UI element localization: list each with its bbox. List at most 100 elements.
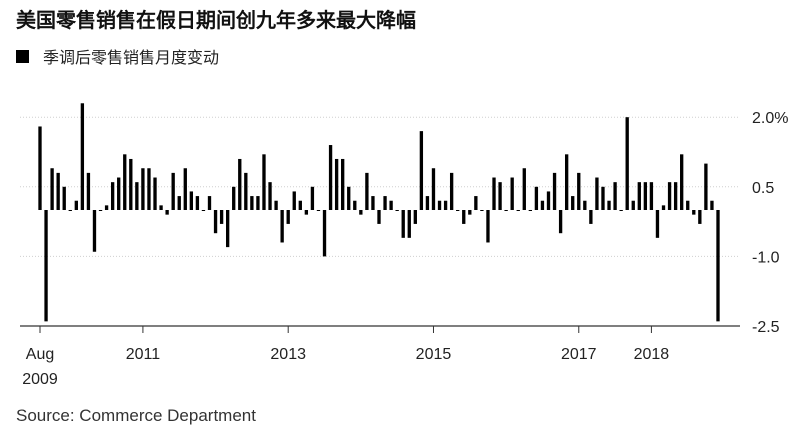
bar <box>129 158 133 210</box>
bar <box>383 196 387 210</box>
bar <box>274 200 278 210</box>
x-tick-sublabel: 2009 <box>22 371 58 388</box>
bar <box>250 196 254 210</box>
bar <box>328 145 333 210</box>
bar <box>256 196 260 210</box>
bar <box>117 177 121 210</box>
bar <box>147 168 151 210</box>
bar <box>86 172 91 210</box>
bar <box>225 210 230 248</box>
bar <box>419 131 424 210</box>
bar <box>431 168 436 210</box>
bar <box>389 200 393 210</box>
bar <box>552 172 557 210</box>
bar <box>534 186 539 210</box>
bar <box>462 210 466 224</box>
bar <box>449 172 454 210</box>
bar <box>456 210 460 211</box>
bar <box>437 200 442 210</box>
bar <box>680 154 684 210</box>
bar <box>425 196 430 210</box>
bar <box>558 210 563 234</box>
bar <box>341 158 345 210</box>
bar <box>334 158 339 210</box>
bar <box>649 182 654 210</box>
x-tick-label: 2017 <box>561 346 597 363</box>
bar <box>692 210 696 215</box>
x-axis: Aug 2009 2011 2013 2015 2017 2018 <box>20 325 740 388</box>
bar <box>401 210 405 238</box>
bar <box>298 200 302 210</box>
bar <box>80 103 85 210</box>
bar <box>673 182 678 210</box>
bar <box>667 182 672 210</box>
x-tick-label: Aug <box>26 346 54 363</box>
bars <box>38 103 720 322</box>
bar <box>589 210 593 224</box>
bar <box>286 210 290 224</box>
bar <box>407 210 411 238</box>
bar <box>613 182 617 210</box>
bar <box>704 163 708 210</box>
bar <box>631 200 635 210</box>
x-tick-label: 2018 <box>634 346 670 363</box>
bar <box>316 210 321 211</box>
bar <box>607 200 611 210</box>
bar <box>74 200 78 210</box>
bar <box>528 210 533 211</box>
bar <box>183 168 187 210</box>
bar <box>540 200 545 210</box>
bar <box>201 210 206 211</box>
bar <box>123 154 127 210</box>
bar <box>637 182 641 210</box>
bar <box>395 210 399 211</box>
bar <box>371 196 375 210</box>
bar <box>516 210 520 211</box>
bar <box>219 210 224 224</box>
bar <box>165 210 169 215</box>
bar <box>655 210 660 238</box>
bar <box>153 177 157 210</box>
bar <box>135 182 139 210</box>
bar <box>159 205 163 210</box>
bar <box>244 172 248 210</box>
bar <box>619 210 623 211</box>
bar <box>268 182 272 210</box>
y-tick-label: -2.5 <box>752 319 780 336</box>
bar <box>98 210 103 211</box>
bar <box>710 200 714 210</box>
bar <box>207 196 212 210</box>
bar <box>522 168 526 210</box>
bar <box>480 210 484 211</box>
bar <box>661 205 666 210</box>
bar <box>413 210 417 224</box>
legend: 季调后零售销售月度变动 <box>16 44 219 68</box>
chart-title: 美国零售销售在假日期间创九年多来最大降幅 <box>16 8 416 32</box>
bar <box>347 186 351 210</box>
bar <box>68 210 72 211</box>
bar <box>595 177 599 210</box>
bar <box>571 196 575 210</box>
bar <box>377 210 381 224</box>
bar <box>56 172 60 210</box>
bar <box>359 210 363 215</box>
y-tick-label: -1.0 <box>752 249 780 266</box>
bar <box>643 182 648 210</box>
bar <box>443 200 448 210</box>
bar <box>232 186 236 210</box>
bar <box>686 200 690 210</box>
bar <box>310 186 315 210</box>
bar <box>504 210 508 211</box>
bar <box>280 210 284 243</box>
bar <box>62 186 66 210</box>
source-note: Source: Commerce Department <box>16 406 256 425</box>
bar <box>492 177 496 210</box>
bar <box>468 210 472 215</box>
bar <box>92 210 97 252</box>
bar <box>38 126 42 210</box>
bar <box>546 191 551 210</box>
bar <box>189 191 194 210</box>
bar <box>213 210 218 234</box>
bar <box>141 168 145 210</box>
